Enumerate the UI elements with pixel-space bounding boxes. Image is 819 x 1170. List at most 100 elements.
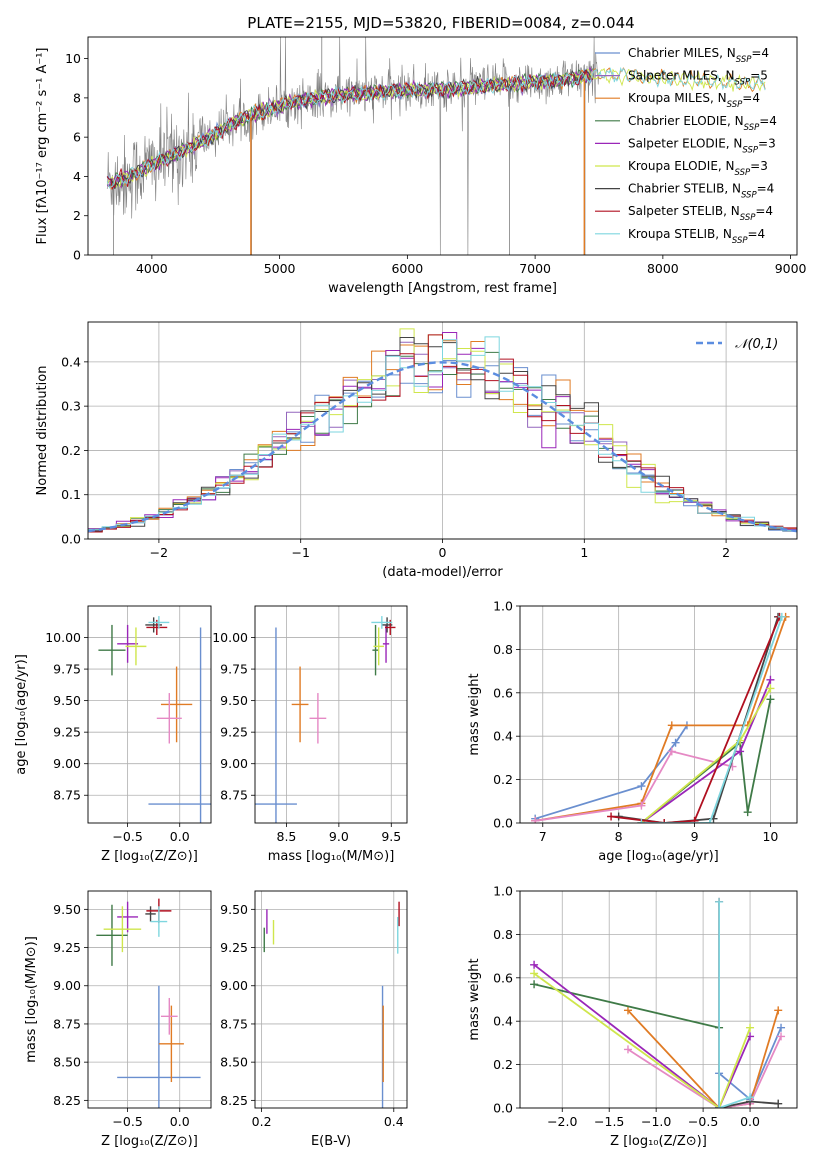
x-tick-label: 9.5: [381, 829, 401, 844]
x-axis-label: (data-model)/error: [382, 565, 503, 580]
y-tick-label: 9.25: [53, 725, 81, 740]
histogram-kroupa-stelib: [88, 336, 797, 532]
mass-weight-marker: [530, 969, 539, 978]
y-tick-label: 9.00: [220, 978, 248, 993]
mass-weight-marker: [766, 684, 775, 693]
x-tick-label: 7: [539, 829, 547, 844]
mass-vs-ebv-panel: 0.2 0.4 8.25 8.50 8.75 9.00 9.25 9.50 E(B-V): [220, 890, 408, 1149]
y-tick-label: 9.75: [53, 662, 81, 677]
x-axis-label: Z [log₁₀(Z/Z⊙)]: [610, 1134, 707, 1149]
plot-area: [106, 37, 766, 255]
plot-area: [263, 901, 400, 1108]
axes-frame: [519, 605, 798, 824]
y-tick-label: 8.75: [53, 788, 81, 803]
mass-weight-line: [535, 750, 733, 822]
figure-title: PLATE=2155, MJD=53820, FIBERID=0084, z=0…: [247, 14, 634, 32]
mass-weight-marker: [637, 819, 646, 823]
age-vs-mass-panel: 8.5 9.0 9.5 8.75 9.00 9.25 9.50 9.75 10.00 mass […: [212, 605, 408, 864]
x-axis-label: age [log₁₀(age/yr)]: [598, 849, 719, 864]
mass-weight-marker: [637, 801, 646, 810]
y-tick-label: 8.25: [53, 1093, 81, 1108]
x-tick-label: 0: [439, 545, 447, 560]
y-tick-label: 0.4: [493, 1014, 513, 1029]
axes-frame: [87, 36, 798, 256]
y-tick-label: 0: [73, 248, 81, 263]
y-tick-label: 9.25: [220, 725, 248, 740]
y-tick-label: 10.00: [45, 630, 81, 645]
plot-area: [96, 898, 201, 1108]
y-tick-label: 4: [73, 169, 81, 184]
y-tick-label: 0.3: [61, 399, 81, 414]
y-tick-label: 0.0: [493, 1101, 513, 1116]
y-tick-label: 8.75: [220, 788, 248, 803]
y-axis-label: Normed distribution: [35, 366, 50, 496]
y-tick-label: 6: [73, 130, 81, 145]
axes-frame: [87, 605, 212, 824]
plot-area: [98, 616, 211, 823]
x-tick-label: 5000: [264, 261, 296, 276]
legend-entry: Kroupa ELODIE, NSSP=3: [628, 159, 768, 178]
legend-entry: 𝒩(0,1): [735, 337, 778, 352]
mass-weight-vs-age-panel: 7 8 9 10 0.0 0.2 0.4 0.6 0.8 1.0 age [log₁₀(age/yr…: [467, 599, 798, 864]
x-tick-label: 8000: [647, 261, 679, 276]
x-axis-label: Z [log₁₀(Z/Z⊙)]: [101, 1134, 198, 1149]
y-tick-label: 2: [73, 208, 81, 223]
mass-weight-line: [534, 724, 688, 820]
y-tick-label: 9.00: [53, 756, 81, 771]
x-tick-label: −0.5: [112, 829, 142, 844]
mass-weight-marker: [667, 721, 676, 730]
y-tick-label: 0.2: [493, 1057, 513, 1072]
mass-weight-vs-metallicity-panel: −2.0 −1.5 −1.0 −0.5 0.0 0.0 0.2 0.4 0.6 0.8 1.0 Z […: [467, 884, 798, 1149]
mass-weight-marker: [660, 819, 669, 823]
model-line-chabrier-elodie: [107, 68, 593, 187]
x-axis-label: mass [log₁₀(M/M⊙)]: [268, 849, 395, 864]
mass-weight-marker: [531, 816, 540, 823]
legend-entry: Chabrier STELIB, NSSP=4: [628, 182, 774, 201]
y-tick-label: 0.8: [493, 642, 513, 657]
y-tick-label: 10: [65, 51, 81, 66]
y-tick-label: 1.0: [493, 884, 513, 899]
axes-frame: [87, 890, 212, 1109]
model-line-kroupa-stelib: [106, 66, 766, 189]
legend-entry: Salpeter MILES, NSSP=5: [628, 69, 768, 88]
y-axis-label: Flux [fλ10⁻¹⁷ erg cm⁻² s⁻¹ A⁻¹]: [35, 48, 50, 245]
x-tick-label: 6000: [391, 261, 423, 276]
y-tick-label: 0.4: [61, 354, 81, 369]
legend-entry: Salpeter STELIB, NSSP=4: [628, 204, 773, 223]
x-tick-label: −0.5: [112, 1114, 142, 1129]
y-tick-label: 8: [73, 90, 81, 105]
x-axis-label: E(B-V): [311, 1134, 351, 1149]
x-tick-label: 0.0: [170, 1114, 190, 1129]
y-tick-label: 9.75: [220, 662, 248, 677]
mass-weight-line: [718, 901, 751, 1108]
mass-weight-marker: [667, 747, 676, 756]
mass-weight-line: [627, 1036, 782, 1108]
y-tick-label: 9.50: [53, 902, 81, 917]
mass-weight-marker: [690, 816, 699, 823]
mass-weight-line: [641, 616, 783, 823]
y-tick-label: 9.00: [53, 978, 81, 993]
mass-weight-line: [610, 616, 781, 823]
y-tick-label: 9.50: [220, 693, 248, 708]
legend-entry: Kroupa MILES, NSSP=4: [628, 91, 760, 110]
x-tick-label: 0.0: [170, 829, 190, 844]
y-tick-label: 8.25: [220, 1093, 248, 1108]
mass-weight-marker: [766, 695, 775, 704]
axes-frame: [519, 890, 798, 1109]
mass-weight-marker: [705, 819, 714, 823]
plot-area: [88, 328, 797, 535]
x-tick-label: 9.0: [329, 829, 349, 844]
legend-entry: Salpeter ELODIE, NSSP=3: [628, 136, 776, 155]
normal-curve: [88, 361, 797, 533]
y-tick-label: 8.75: [220, 1016, 248, 1031]
x-tick-label: −1.0: [641, 1114, 671, 1129]
mass-weight-line: [535, 616, 787, 822]
y-tick-label: 9.00: [220, 756, 248, 771]
legend-entry: Chabrier MILES, NSSP=4: [628, 46, 769, 65]
x-tick-label: −2.0: [547, 1114, 577, 1129]
axes-frame: [254, 605, 408, 824]
x-tick-label: 8.5: [277, 829, 297, 844]
y-axis-label: mass weight: [467, 958, 482, 1040]
x-tick-label: 10: [762, 829, 778, 844]
mass-weight-marker: [746, 1023, 755, 1032]
